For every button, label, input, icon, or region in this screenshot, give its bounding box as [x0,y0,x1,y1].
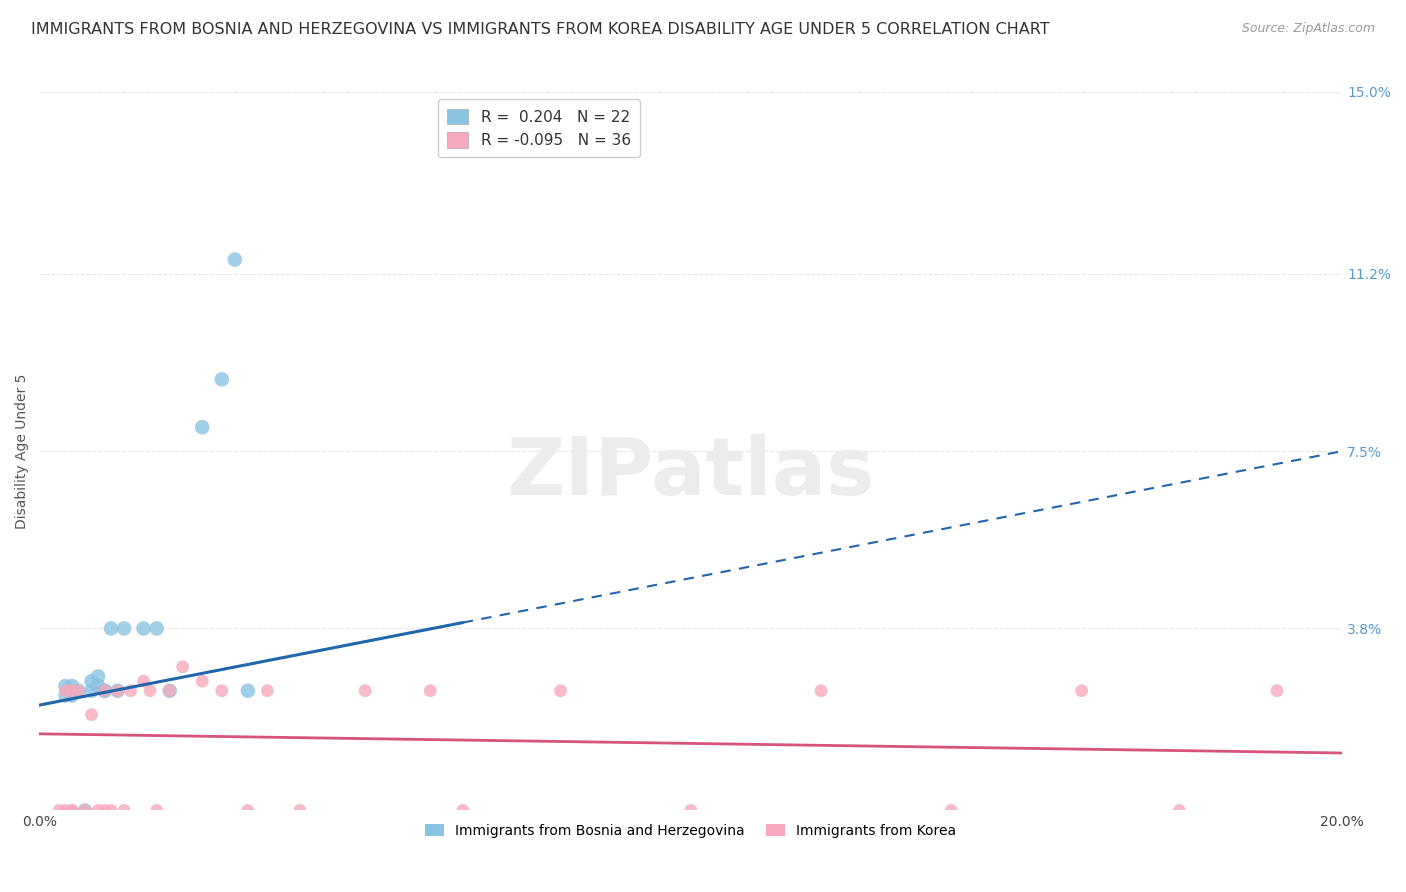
Point [107,683,129,698]
Point [419,683,441,698]
Point [93,683,115,698]
Point [679,804,702,818]
Point [191,420,214,434]
Point [1168,804,1191,818]
Point [80,683,103,698]
Point [288,804,311,818]
Point [236,683,259,698]
Legend: Immigrants from Bosnia and Herzegovina, Immigrants from Korea: Immigrants from Bosnia and Herzegovina, … [419,818,962,843]
Point [810,683,832,698]
Point [60,679,83,693]
Point [55,683,77,698]
Point [60,804,83,818]
Y-axis label: Disability Age Under 5: Disability Age Under 5 [15,374,30,529]
Point [550,683,572,698]
Point [55,679,77,693]
Point [87,669,110,683]
Point [211,683,233,698]
Point [941,804,963,818]
Point [73,804,96,818]
Point [159,683,181,698]
Point [48,804,70,818]
Point [60,804,83,818]
Point [73,804,96,818]
Point [55,689,77,703]
Point [132,622,155,636]
Point [67,683,90,698]
Point [139,683,162,698]
Point [1265,683,1288,698]
Point [145,804,167,818]
Point [112,804,135,818]
Point [60,689,83,703]
Point [67,683,90,698]
Point [1070,683,1092,698]
Point [93,683,115,698]
Text: Source: ZipAtlas.com: Source: ZipAtlas.com [1241,22,1375,36]
Point [172,659,194,673]
Point [112,622,135,636]
Text: ZIPatlas: ZIPatlas [506,434,875,512]
Point [236,804,259,818]
Point [211,372,233,386]
Point [354,683,377,698]
Point [87,804,110,818]
Text: IMMIGRANTS FROM BOSNIA AND HERZEGOVINA VS IMMIGRANTS FROM KOREA DISABILITY AGE U: IMMIGRANTS FROM BOSNIA AND HERZEGOVINA V… [31,22,1049,37]
Point [145,622,167,636]
Point [159,683,181,698]
Point [100,622,122,636]
Point [256,683,278,698]
Point [224,252,246,267]
Point [132,674,155,689]
Point [80,707,103,722]
Point [451,804,474,818]
Point [107,683,129,698]
Point [60,683,83,698]
Point [80,674,103,689]
Point [120,683,142,698]
Point [93,683,115,698]
Point [87,679,110,693]
Point [55,804,77,818]
Point [191,674,214,689]
Point [100,804,122,818]
Point [93,804,115,818]
